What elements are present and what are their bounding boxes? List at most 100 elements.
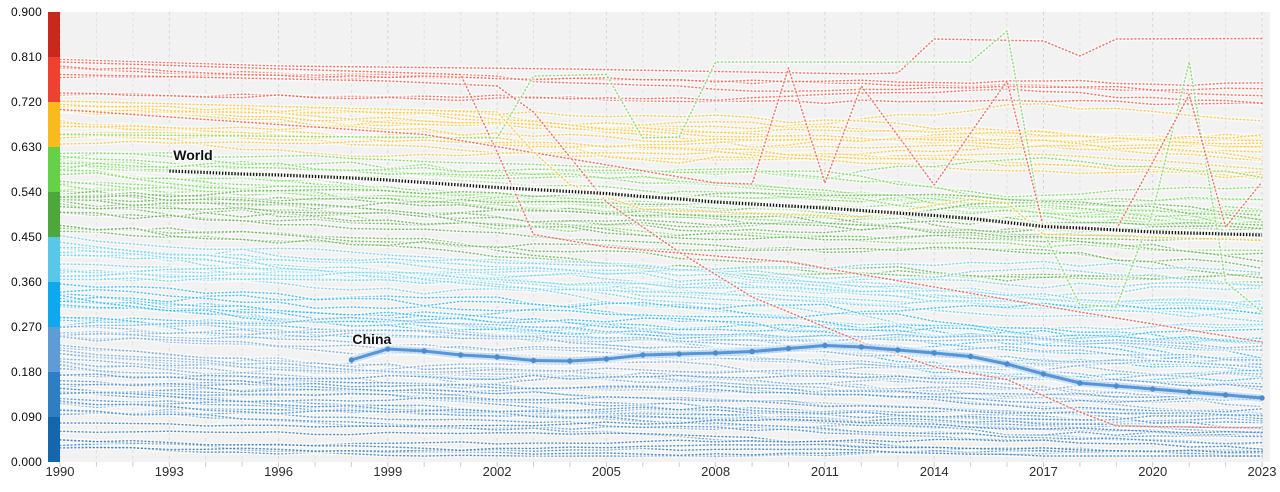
country-line <box>59 67 1263 231</box>
china-line-marker <box>676 351 682 357</box>
china-line-marker <box>785 345 792 352</box>
x-tick-label: 2008 <box>701 464 731 479</box>
china-line-marker <box>858 344 864 350</box>
china-line-marker <box>494 354 500 360</box>
y-tick-label: 0.630 <box>10 140 42 154</box>
country-line <box>59 211 1263 269</box>
x-tick-label: 1993 <box>154 464 184 479</box>
country-line <box>59 119 1263 170</box>
x-tick-label: 2002 <box>482 464 512 479</box>
country-line <box>59 288 1263 319</box>
x-tick-label: 1999 <box>373 464 403 479</box>
china-line-marker <box>640 352 646 358</box>
china-line-marker <box>895 347 901 353</box>
country-line <box>59 241 1263 309</box>
country-line <box>59 194 1263 242</box>
country-line <box>59 397 1263 434</box>
country-line <box>59 283 1263 343</box>
country-line <box>59 294 1263 361</box>
china-line-marker <box>530 357 537 364</box>
colorbar-segment-9 <box>48 417 60 462</box>
country-line <box>59 400 1263 421</box>
country-line <box>59 446 1263 457</box>
y-tick-label: 0.720 <box>10 95 42 109</box>
colorbar-segment-8 <box>48 372 60 417</box>
country-line <box>59 198 1263 263</box>
colorbar-segment-6 <box>48 282 60 327</box>
x-tick-label: 2014 <box>919 464 949 479</box>
country-line <box>59 165 1263 198</box>
country-line <box>59 439 1263 454</box>
china-line-marker <box>967 353 974 360</box>
x-tick-label: 2011 <box>810 464 839 479</box>
china-line-marker <box>931 350 937 356</box>
country-line <box>59 267 1263 314</box>
y-tick-label: 0.360 <box>10 275 42 289</box>
china-line-marker <box>712 350 719 356</box>
world-line <box>169 169 1263 237</box>
china-line-marker <box>1040 371 1047 377</box>
country-line <box>59 121 1263 148</box>
colorbar-segment-2 <box>48 102 60 147</box>
value-colorbar <box>48 12 60 462</box>
country-line <box>59 247 1263 289</box>
country-line <box>59 418 1263 434</box>
country-line <box>59 277 1263 329</box>
colorbar-segment-3 <box>48 147 60 192</box>
china-series-label[interactable]: China <box>352 331 392 347</box>
colorbar-segment-5 <box>48 237 60 282</box>
y-tick-label: 0.900 <box>10 5 42 19</box>
china-line-marker <box>822 342 828 349</box>
colorbar-segment-7 <box>48 327 60 372</box>
country-line <box>59 139 1263 180</box>
country-line <box>59 360 1263 398</box>
country-line <box>59 234 1263 274</box>
china-line-marker <box>1077 380 1083 386</box>
y-tick-label: 0.450 <box>10 230 42 244</box>
china-line-marker <box>1004 361 1010 367</box>
china-line-marker <box>567 358 573 364</box>
china-line-marker <box>1186 389 1192 395</box>
y-tick-label: 0.270 <box>10 320 42 334</box>
china-line-marker <box>1150 386 1156 392</box>
china-line-marker <box>458 352 464 358</box>
country-line <box>59 329 1263 361</box>
x-tick-label: 2017 <box>1028 464 1058 479</box>
colorbar-segment-1 <box>48 57 60 102</box>
country-line <box>59 37 1263 75</box>
country-line <box>59 61 1263 343</box>
country-line <box>59 152 1263 181</box>
country-line <box>59 247 1263 310</box>
country-line <box>59 227 1263 280</box>
x-tick-label: 2020 <box>1138 464 1168 479</box>
country-line <box>59 73 1263 429</box>
colorbar-segment-0 <box>48 12 60 57</box>
country-line <box>59 199 1263 228</box>
country-line <box>59 391 1263 417</box>
y-tick-label: 0.180 <box>10 365 42 379</box>
country-line <box>59 30 1263 313</box>
colorbar-segment-4 <box>48 192 60 237</box>
country-line <box>59 103 1263 143</box>
country-line <box>59 100 1263 140</box>
x-tick-label: 1996 <box>264 464 293 479</box>
y-tick-label: 0.540 <box>10 185 42 199</box>
world-series-label[interactable]: World <box>173 147 213 163</box>
x-tick-label: 2023 <box>1247 464 1277 479</box>
y-tick-label: 0.810 <box>10 50 42 64</box>
country-line <box>59 352 1263 391</box>
country-line <box>59 125 1263 161</box>
china-line-marker <box>749 348 755 355</box>
china-line-marker <box>421 348 427 354</box>
china-line <box>349 344 1264 400</box>
china-line-marker <box>348 357 355 363</box>
x-tick-label: 2005 <box>591 464 621 479</box>
country-line <box>59 316 1263 349</box>
china-line-marker <box>1113 383 1120 389</box>
china-line-marker <box>603 356 610 362</box>
country-line <box>59 332 1263 391</box>
country-line <box>59 379 1263 413</box>
y-tick-label: 0.000 <box>10 455 42 469</box>
